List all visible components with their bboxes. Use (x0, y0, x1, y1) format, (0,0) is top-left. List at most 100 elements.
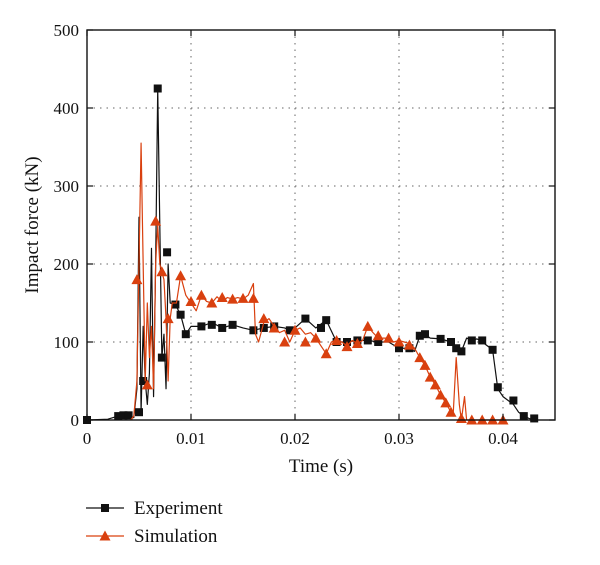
data-point-simulation (185, 295, 197, 306)
data-point-simulation (440, 397, 452, 408)
data-point-simulation (331, 334, 343, 345)
data-point-simulation (279, 336, 291, 347)
data-point-experiment (163, 248, 172, 257)
data-point-simulation (419, 359, 431, 370)
data-point-experiment (176, 310, 185, 319)
grid-lines (87, 30, 555, 420)
data-point-experiment (157, 353, 166, 362)
y-tick-label: 400 (54, 99, 80, 118)
series-simulation (130, 142, 509, 425)
data-point-simulation (429, 379, 441, 390)
legend-item-simulation: Simulation (86, 526, 218, 547)
data-point-simulation (414, 352, 426, 363)
x-tick-label: 0 (83, 429, 92, 448)
data-point-simulation (320, 348, 332, 359)
data-point-simulation (150, 215, 162, 226)
axis-ticks: 0 0.01 0.02 0.03 0.04 0 100 200 300 400 500 (54, 21, 555, 448)
data-point-experiment (478, 336, 487, 345)
x-tick-label: 0.03 (384, 429, 414, 448)
data-point-simulation (268, 322, 280, 333)
data-point-experiment (363, 336, 372, 345)
data-point-experiment (249, 326, 258, 335)
data-point-experiment (452, 344, 461, 353)
y-tick-label: 200 (54, 255, 80, 274)
data-point-simulation (131, 274, 143, 285)
legend-item-experiment: Experiment (86, 498, 223, 519)
data-point-simulation (247, 292, 259, 303)
x-tick-label: 0.02 (280, 429, 310, 448)
legend-label: Experiment (134, 498, 223, 519)
data-point-experiment (259, 323, 268, 332)
data-point-simulation (393, 336, 405, 347)
series-line-simulation (130, 142, 503, 421)
data-point-simulation (362, 320, 374, 331)
data-point-experiment (457, 347, 466, 356)
data-point-experiment (530, 414, 539, 423)
data-point-experiment (228, 320, 237, 329)
data-point-experiment (135, 408, 143, 417)
data-point-experiment (218, 323, 227, 332)
data-point-simulation (175, 270, 187, 281)
legend-label: Simulation (134, 526, 218, 547)
data-point-simulation (435, 389, 447, 400)
data-point-simulation (258, 313, 270, 324)
data-point-experiment (207, 320, 216, 329)
legend-marker (101, 504, 109, 512)
data-point-experiment (124, 411, 133, 420)
data-point-simulation (162, 313, 174, 324)
data-point-experiment (421, 330, 429, 339)
y-tick-label: 100 (54, 333, 80, 352)
legend-marker (99, 530, 111, 541)
y-tick-label: 300 (54, 177, 80, 196)
data-point-simulation (310, 332, 322, 343)
data-point-simulation (372, 330, 384, 341)
data-point-simulation (206, 297, 218, 308)
data-point-experiment (317, 323, 325, 332)
data-point-experiment (509, 396, 518, 405)
data-point-experiment (322, 316, 331, 325)
y-tick-label: 500 (54, 21, 80, 40)
x-tick-label: 0.04 (488, 429, 518, 448)
data-point-simulation (289, 324, 301, 335)
data-point-simulation (156, 266, 168, 277)
data-point-experiment (493, 383, 502, 392)
y-axis-title: Impact force (kN) (22, 156, 43, 293)
data-point-experiment (139, 377, 148, 385)
data-point-experiment (301, 314, 310, 323)
data-point-experiment (415, 331, 424, 340)
data-point-experiment (395, 344, 403, 353)
data-point-experiment (119, 411, 128, 420)
plot-frame (86, 29, 556, 421)
x-axis-title: Time (s) (289, 456, 353, 477)
y-tick-label: 0 (71, 411, 80, 430)
legend: Experiment Simulation (86, 498, 223, 547)
x-tick-label: 0.01 (176, 429, 206, 448)
data-point-simulation (341, 341, 353, 352)
data-point-simulation (195, 289, 207, 300)
data-point-simulation (403, 339, 415, 350)
data-point-experiment (114, 412, 123, 421)
data-point-experiment (197, 322, 206, 331)
data-point-simulation (141, 379, 153, 390)
data-point-experiment (171, 300, 180, 309)
data-point-simulation (351, 338, 363, 349)
data-point-experiment (374, 338, 383, 346)
data-point-experiment (153, 84, 162, 93)
data-point-simulation (299, 336, 311, 347)
data-point-experiment (181, 330, 190, 339)
data-point-simulation (237, 292, 249, 303)
data-point-simulation (424, 371, 436, 382)
series-layer (83, 84, 539, 425)
data-point-simulation (216, 292, 228, 303)
data-point-simulation (445, 406, 457, 417)
data-point-experiment (285, 326, 294, 335)
data-point-experiment (519, 412, 528, 421)
data-point-simulation (455, 412, 467, 423)
data-point-experiment (447, 338, 455, 346)
data-point-experiment (467, 336, 476, 345)
series-experiment (83, 84, 539, 424)
data-point-simulation (383, 332, 395, 343)
data-point-experiment (436, 334, 445, 343)
data-point-simulation (227, 293, 239, 304)
